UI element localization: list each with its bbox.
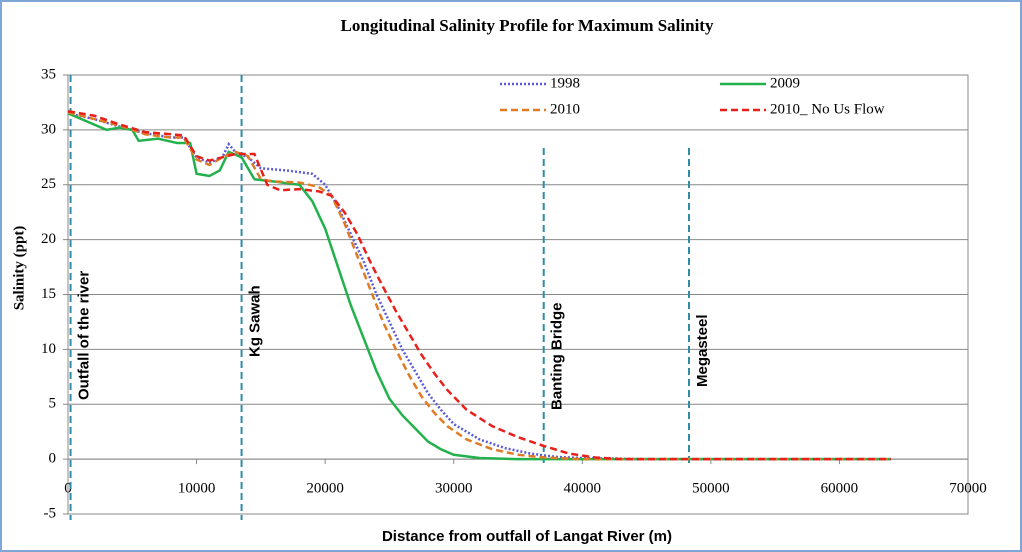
marker-label: Megasteel: [694, 314, 711, 387]
marker-label: Banting Bridge: [549, 303, 566, 411]
y-tick-label: 5: [49, 396, 57, 412]
x-tick-label: 10000: [178, 481, 216, 497]
marker-label: Kg Sawah: [247, 285, 264, 357]
chart-title: Longitudinal Salinity Profile for Maximu…: [341, 16, 714, 35]
x-tick-label: 0: [64, 481, 72, 497]
y-tick-label: 25: [41, 176, 56, 192]
legend-label: 2010: [550, 101, 580, 117]
y-tick-label: 35: [41, 66, 56, 82]
x-axis-label: Distance from outfall of Langat River (m…: [382, 528, 672, 545]
x-tick-label: 20000: [306, 481, 344, 497]
legend-label: 2009: [770, 75, 800, 91]
legend-label: 1998: [550, 75, 580, 91]
x-tick-label: 50000: [692, 481, 730, 497]
y-tick-label: 20: [41, 231, 56, 247]
y-tick-label: 15: [41, 286, 56, 302]
y-axis-label: Salinity (ppt): [11, 226, 27, 311]
legend-label: 2010_ No Us Flow: [770, 101, 885, 117]
y-tick-label: -5: [44, 505, 57, 521]
y-tick-label: 0: [49, 451, 57, 467]
series-line: [67, 109, 891, 461]
y-tick-label: 30: [41, 121, 56, 137]
x-tick-label: 70000: [949, 481, 987, 497]
x-tick-label: 40000: [564, 481, 602, 497]
y-tick-label: 10: [41, 341, 56, 357]
x-tick-label: 60000: [821, 481, 859, 497]
marker-label: Outfall of the river: [76, 271, 93, 400]
x-tick-label: 30000: [435, 481, 473, 497]
